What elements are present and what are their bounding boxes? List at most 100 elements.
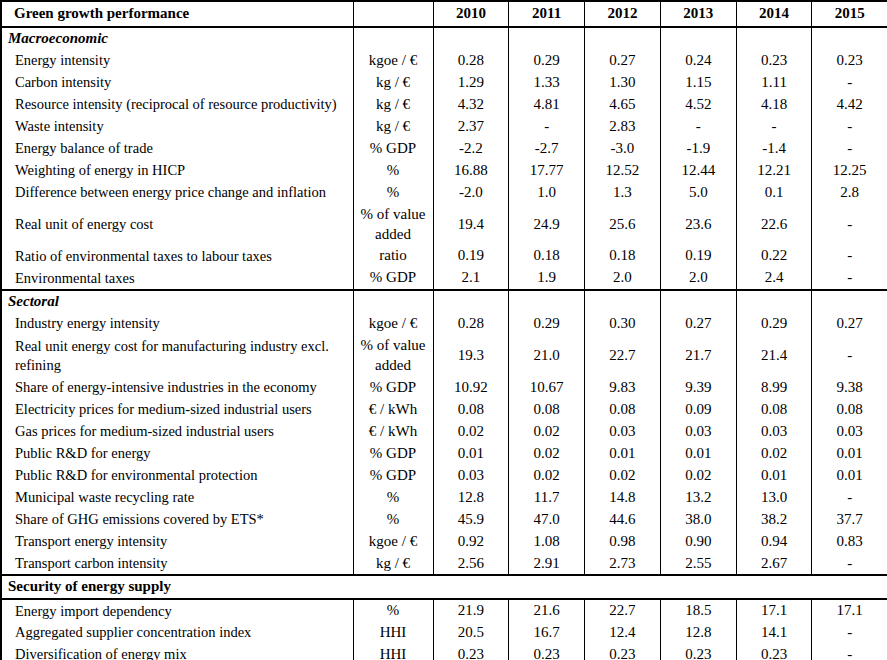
value-cell-2014: 0.23 — [736, 50, 812, 72]
value-cell-2010: 21.9 — [433, 599, 509, 622]
value-cell-2012: 0.98 — [585, 531, 661, 553]
value-cell-2015: - — [812, 622, 887, 644]
value-cell-2014: 0.08 — [736, 399, 812, 421]
value-cell-2012: 2.0 — [585, 267, 661, 290]
indicator-row: Share of GHG emissions covered by ETS*%4… — [1, 509, 887, 531]
value-cell-2010: 4.32 — [433, 94, 509, 116]
header-row: Green growth performance 2010 2011 2012 … — [1, 1, 887, 27]
section-label: Security of energy supply — [1, 575, 887, 599]
value-cell-2013: 0.27 — [660, 313, 736, 335]
unit-cell: kg / € — [353, 553, 433, 576]
value-cell-2013: 12.8 — [660, 622, 736, 644]
unit-cell: kg / € — [353, 72, 433, 94]
empty-value-cell — [812, 27, 887, 50]
value-cell-2011: 0.18 — [509, 245, 585, 267]
value-cell-2010: 16.88 — [433, 160, 509, 182]
value-cell-2010: 20.5 — [433, 622, 509, 644]
indicator-label: Share of GHG emissions covered by ETS* — [1, 509, 353, 531]
empty-value-cell — [433, 290, 509, 313]
value-cell-2012: 14.8 — [585, 487, 661, 509]
indicator-label: Electricity prices for medium-sized indu… — [1, 399, 353, 421]
indicator-label: Transport carbon intensity — [1, 553, 353, 576]
value-cell-2014: 8.99 — [736, 377, 812, 399]
green-growth-performance-table: Green growth performance 2010 2011 2012 … — [0, 0, 887, 660]
value-cell-2010: 2.1 — [433, 267, 509, 290]
value-cell-2012: 0.01 — [585, 443, 661, 465]
indicator-label: Difference between energy price change a… — [1, 182, 353, 204]
value-cell-2015: 0.08 — [812, 399, 887, 421]
value-cell-2014: 38.2 — [736, 509, 812, 531]
empty-value-cell — [736, 27, 812, 50]
indicator-row: Real unit energy cost for manufacturing … — [1, 335, 887, 377]
value-cell-2011: 0.02 — [509, 421, 585, 443]
value-cell-2015: 17.1 — [812, 599, 887, 622]
value-cell-2012: 1.3 — [585, 182, 661, 204]
table-body: MacroeconomicEnergy intensitykgoe / €0.2… — [1, 27, 887, 660]
value-cell-2010: 0.08 — [433, 399, 509, 421]
indicator-row: Energy intensitykgoe / €0.280.290.270.24… — [1, 50, 887, 72]
indicator-label: Energy balance of trade — [1, 138, 353, 160]
value-cell-2014: 22.6 — [736, 204, 812, 246]
value-cell-2010: 45.9 — [433, 509, 509, 531]
empty-unit-cell — [353, 290, 433, 313]
value-cell-2014: 0.94 — [736, 531, 812, 553]
value-cell-2010: -2.2 — [433, 138, 509, 160]
unit-cell: % GDP — [353, 377, 433, 399]
value-cell-2012: -3.0 — [585, 138, 661, 160]
section-row: Sectoral — [1, 290, 887, 313]
value-cell-2011: 21.6 — [509, 599, 585, 622]
empty-value-cell — [509, 27, 585, 50]
value-cell-2011: 1.9 — [509, 267, 585, 290]
empty-value-cell — [585, 27, 661, 50]
value-cell-2015: 37.7 — [812, 509, 887, 531]
value-cell-2012: 12.52 — [585, 160, 661, 182]
value-cell-2010: 0.01 — [433, 443, 509, 465]
value-cell-2012: 0.23 — [585, 644, 661, 660]
indicator-row: Municipal waste recycling rate%12.811.71… — [1, 487, 887, 509]
value-cell-2014: 0.03 — [736, 421, 812, 443]
indicator-label: Resource intensity (reciprocal of resour… — [1, 94, 353, 116]
indicator-row: Carbon intensitykg / €1.291.331.301.151.… — [1, 72, 887, 94]
indicator-label: Public R&D for environmental protection — [1, 465, 353, 487]
value-cell-2013: 0.19 — [660, 245, 736, 267]
value-cell-2015: 12.25 — [812, 160, 887, 182]
year-header-2015: 2015 — [812, 1, 887, 27]
value-cell-2015: - — [812, 267, 887, 290]
value-cell-2011: 0.29 — [509, 50, 585, 72]
value-cell-2014: - — [736, 116, 812, 138]
empty-value-cell — [736, 290, 812, 313]
value-cell-2015: 0.01 — [812, 443, 887, 465]
value-cell-2012: 22.7 — [585, 335, 661, 377]
value-cell-2013: 18.5 — [660, 599, 736, 622]
value-cell-2015: - — [812, 335, 887, 377]
indicator-row: Transport carbon intensitykg / €2.562.91… — [1, 553, 887, 576]
table-header: Green growth performance 2010 2011 2012 … — [1, 1, 887, 27]
value-cell-2011: 17.77 — [509, 160, 585, 182]
indicator-row: Public R&D for energy% GDP0.010.020.010.… — [1, 443, 887, 465]
value-cell-2013: 13.2 — [660, 487, 736, 509]
value-cell-2011: 2.91 — [509, 553, 585, 576]
value-cell-2011: 0.23 — [509, 644, 585, 660]
value-cell-2015: - — [812, 204, 887, 246]
value-cell-2012: 9.83 — [585, 377, 661, 399]
value-cell-2012: 25.6 — [585, 204, 661, 246]
value-cell-2010: -2.0 — [433, 182, 509, 204]
value-cell-2010: 0.28 — [433, 50, 509, 72]
table-title: Green growth performance — [1, 1, 353, 27]
indicator-row: Diversification of energy mixHHI0.230.23… — [1, 644, 887, 660]
value-cell-2014: 2.4 — [736, 267, 812, 290]
unit-cell: % of value added — [353, 204, 433, 246]
unit-cell: kg / € — [353, 94, 433, 116]
value-cell-2014: 0.29 — [736, 313, 812, 335]
value-cell-2011: 10.67 — [509, 377, 585, 399]
indicator-label: Real unit of energy cost — [1, 204, 353, 246]
value-cell-2013: 2.0 — [660, 267, 736, 290]
value-cell-2011: 16.7 — [509, 622, 585, 644]
value-cell-2015: 0.83 — [812, 531, 887, 553]
value-cell-2011: 24.9 — [509, 204, 585, 246]
empty-value-cell — [660, 290, 736, 313]
indicator-label: Ratio of environmental taxes to labour t… — [1, 245, 353, 267]
value-cell-2014: -1.4 — [736, 138, 812, 160]
indicator-label: Municipal waste recycling rate — [1, 487, 353, 509]
indicator-row: Energy balance of trade% GDP-2.2-2.7-3.0… — [1, 138, 887, 160]
